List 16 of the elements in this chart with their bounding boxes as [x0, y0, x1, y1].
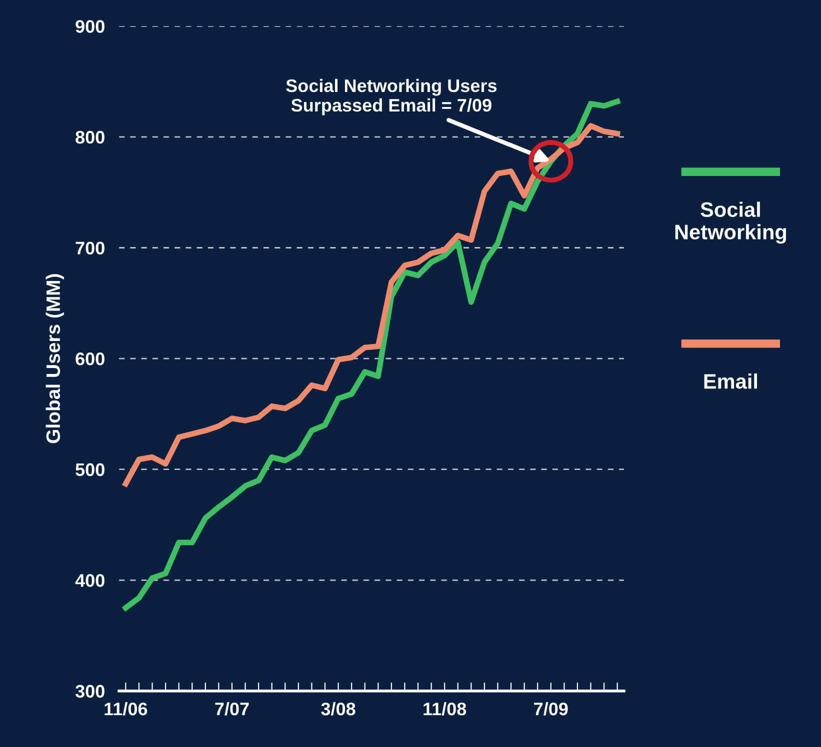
- y-tick-label: 800: [76, 130, 104, 144]
- y-tick-label: 600: [76, 352, 104, 366]
- x-tick-label: 7/09: [534, 702, 568, 716]
- text: Social Networking: [675, 202, 786, 244]
- text: Email: [704, 374, 758, 389]
- y-axis-title: Global Users (MM): [46, 274, 64, 444]
- x-tick-label: 11/06: [104, 702, 148, 716]
- y-tick-label: 700: [76, 242, 104, 254]
- y-tick-label: 400: [75, 574, 104, 587]
- y-tick-label: 300: [75, 684, 104, 698]
- y-tick-label: 900: [76, 20, 104, 33]
- x-tick-label: 3/08: [321, 702, 356, 716]
- x-tick-label: 7/07: [215, 702, 249, 716]
- annotation: Social Networking Users Surpassed Email = 7/09: [286, 78, 497, 116]
- y-tick-label: 500: [76, 463, 104, 476]
- x-tick-label: 11/08: [424, 702, 466, 716]
